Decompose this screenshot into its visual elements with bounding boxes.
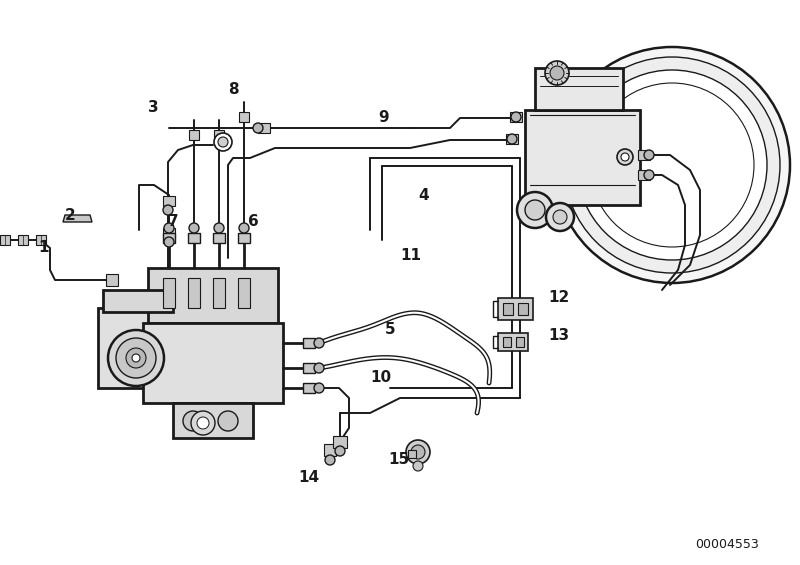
Circle shape xyxy=(218,137,228,147)
Bar xyxy=(303,338,315,348)
Circle shape xyxy=(617,149,633,165)
Bar xyxy=(333,436,347,448)
Bar xyxy=(106,274,118,286)
Circle shape xyxy=(126,348,146,368)
Circle shape xyxy=(108,330,164,386)
Circle shape xyxy=(507,134,517,144)
Bar xyxy=(238,233,250,243)
Bar xyxy=(518,303,528,315)
Circle shape xyxy=(253,123,263,133)
Bar xyxy=(516,337,524,347)
Bar xyxy=(638,150,650,160)
Bar xyxy=(163,228,175,238)
Bar xyxy=(98,308,178,388)
Polygon shape xyxy=(63,215,92,222)
Text: 4: 4 xyxy=(418,188,429,202)
Circle shape xyxy=(132,354,140,362)
Bar xyxy=(638,170,650,180)
Circle shape xyxy=(553,210,567,224)
Bar xyxy=(498,298,533,320)
Circle shape xyxy=(564,57,780,273)
Bar xyxy=(143,323,283,403)
Text: 14: 14 xyxy=(298,471,319,485)
Circle shape xyxy=(218,411,238,431)
Bar xyxy=(324,444,336,456)
Bar xyxy=(18,235,28,245)
Text: 6: 6 xyxy=(248,215,258,229)
Bar xyxy=(498,333,528,351)
Text: 8: 8 xyxy=(228,82,238,98)
Circle shape xyxy=(554,47,790,283)
Text: 13: 13 xyxy=(548,328,569,342)
Bar xyxy=(36,235,46,245)
Circle shape xyxy=(545,61,569,85)
Circle shape xyxy=(335,446,345,456)
Bar xyxy=(188,278,200,308)
Circle shape xyxy=(406,440,430,464)
Circle shape xyxy=(239,223,249,233)
Text: 2: 2 xyxy=(65,207,76,223)
Text: 12: 12 xyxy=(548,290,570,306)
Circle shape xyxy=(214,223,224,233)
Bar xyxy=(213,278,225,308)
Bar xyxy=(510,112,522,122)
Text: 00004553: 00004553 xyxy=(695,538,758,551)
Bar xyxy=(148,268,278,323)
Circle shape xyxy=(183,411,203,431)
Circle shape xyxy=(164,237,174,247)
Bar xyxy=(103,290,173,312)
Text: 9: 9 xyxy=(378,111,389,125)
Circle shape xyxy=(314,338,324,348)
Bar xyxy=(239,112,249,122)
Circle shape xyxy=(413,461,423,471)
Circle shape xyxy=(517,192,553,228)
Circle shape xyxy=(314,383,324,393)
Circle shape xyxy=(163,205,173,215)
Bar xyxy=(503,303,513,315)
Bar xyxy=(408,450,416,458)
Bar xyxy=(213,233,225,243)
Text: 7: 7 xyxy=(168,215,178,229)
Bar xyxy=(163,278,175,308)
Text: 5: 5 xyxy=(385,323,396,337)
Circle shape xyxy=(214,133,232,151)
Bar xyxy=(258,123,270,133)
Circle shape xyxy=(314,363,324,373)
Circle shape xyxy=(411,445,425,459)
Bar xyxy=(535,68,623,110)
Circle shape xyxy=(546,203,574,231)
Text: 15: 15 xyxy=(388,453,409,467)
Bar xyxy=(0,235,10,245)
Circle shape xyxy=(325,455,335,465)
Circle shape xyxy=(577,70,767,260)
Circle shape xyxy=(189,223,199,233)
Circle shape xyxy=(525,200,545,220)
Bar xyxy=(188,233,200,243)
Bar xyxy=(238,278,250,308)
Bar xyxy=(163,196,175,206)
Circle shape xyxy=(511,112,521,122)
Bar xyxy=(506,134,518,144)
Circle shape xyxy=(197,417,209,429)
Circle shape xyxy=(116,338,156,378)
Bar xyxy=(525,110,640,205)
Bar xyxy=(163,233,175,243)
Bar xyxy=(303,383,315,393)
Circle shape xyxy=(590,83,754,247)
Bar xyxy=(303,363,315,373)
Bar xyxy=(214,130,224,140)
Bar xyxy=(503,337,511,347)
Circle shape xyxy=(164,223,174,233)
Circle shape xyxy=(644,170,654,180)
Circle shape xyxy=(644,150,654,160)
Bar xyxy=(189,130,199,140)
Circle shape xyxy=(550,66,564,80)
Text: 11: 11 xyxy=(400,247,421,263)
Text: 10: 10 xyxy=(370,371,391,385)
Circle shape xyxy=(191,411,215,435)
Bar xyxy=(173,403,253,438)
Text: 1: 1 xyxy=(38,241,49,255)
Circle shape xyxy=(621,153,629,161)
Text: 3: 3 xyxy=(148,101,158,115)
